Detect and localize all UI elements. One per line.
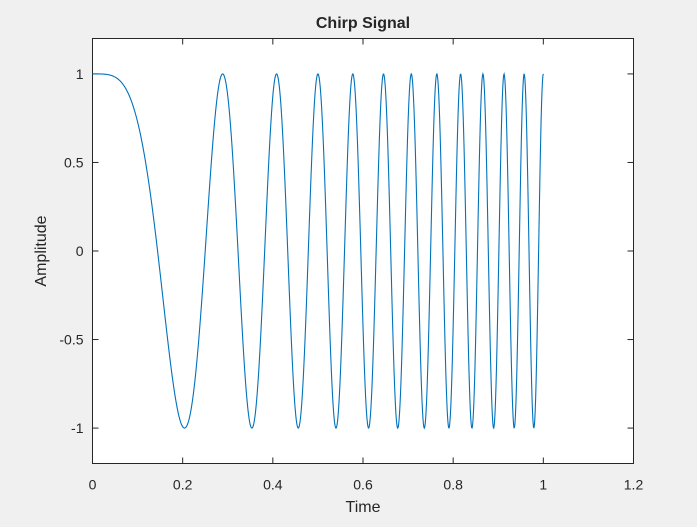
x-tick-label: 1: [539, 477, 547, 493]
y-tick-label: 0.5: [64, 154, 84, 170]
x-tick-label: 0.2: [173, 477, 193, 493]
chirp-signal-line: [92, 71, 544, 430]
chart-title: Chirp Signal: [316, 15, 410, 32]
plot-area: [92, 38, 634, 464]
x-axis-label: Time: [346, 499, 381, 516]
x-tick-label: 0.4: [263, 477, 283, 493]
x-tick-label: 0.8: [443, 477, 463, 493]
x-tick-label: 1.2: [624, 477, 644, 493]
y-tick-label: -0.5: [59, 332, 83, 348]
x-tick-label: 0: [89, 477, 97, 493]
x-tick-label: 0.6: [353, 477, 373, 493]
y-tick-label: 1: [76, 66, 84, 82]
y-axis-label: Amplitude: [33, 215, 50, 286]
y-tick-label: 0: [76, 243, 84, 259]
y-tick-label: -1: [71, 420, 84, 436]
